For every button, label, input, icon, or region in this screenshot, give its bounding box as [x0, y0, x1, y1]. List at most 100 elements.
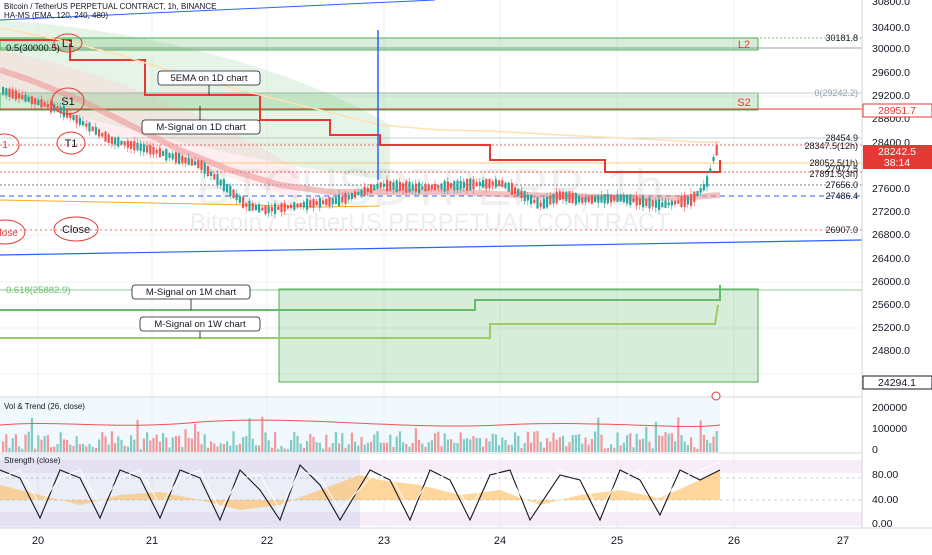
- candle-body: [501, 180, 504, 187]
- level-label-group: 30181.8 0(29242.2) 28454.9 28347.5(12h) …: [804, 33, 858, 235]
- candle-body: [229, 185, 232, 197]
- volume-bar: [459, 432, 462, 452]
- candle-body: [24, 94, 27, 102]
- volume-bar: [632, 447, 635, 452]
- candle-body: [184, 157, 187, 164]
- circle-label-s1: S1: [61, 96, 74, 108]
- price-tick: 30400.0: [872, 22, 910, 34]
- price-tag-28951: 28951.7: [862, 103, 932, 118]
- volume-bar: [133, 439, 136, 452]
- callout-ema-5-1d[interactable]: 5EMA on 1D chart: [157, 70, 261, 95]
- candle-body: [664, 200, 667, 208]
- volume-bar: [501, 437, 504, 452]
- candle-body: [293, 202, 296, 210]
- alert-icon[interactable]: [711, 391, 721, 401]
- candle-body: [376, 183, 379, 189]
- candle-body: [146, 145, 149, 153]
- price-tick: 29600.0: [872, 67, 910, 79]
- volume-bar: [62, 439, 65, 452]
- candle-body: [398, 181, 401, 191]
- volume-bar: [347, 444, 350, 452]
- callout-text: M-Signal on 1W chart: [154, 319, 246, 330]
- channel-top: [0, 0, 436, 21]
- volume-bar: [98, 439, 101, 452]
- candle-body: [18, 93, 21, 99]
- candle-body: [88, 122, 91, 132]
- candle-body: [578, 196, 581, 203]
- candle-body: [702, 184, 705, 191]
- candle-body: [158, 148, 161, 158]
- level-label: 28454.9: [825, 133, 858, 143]
- candlestick-series: [2, 86, 718, 219]
- candle-body: [379, 182, 382, 188]
- candle-body: [411, 184, 414, 191]
- volume-bar: [696, 448, 699, 452]
- time-label: 27: [837, 535, 849, 547]
- volume-bar: [574, 434, 577, 452]
- volume-bar: [261, 416, 264, 452]
- candle-body: [424, 184, 427, 192]
- volume-bar: [581, 443, 584, 452]
- candle-body: [594, 196, 597, 203]
- candle-body: [706, 176, 709, 187]
- volume-bar: [146, 432, 149, 452]
- indicator-label[interactable]: HA-MS (EMA, 120, 240, 480): [4, 11, 108, 20]
- candle-body: [267, 206, 270, 214]
- candle-body: [686, 196, 689, 205]
- strength-pane[interactable]: Strength (close): [0, 454, 862, 528]
- volume-bar: [370, 441, 373, 452]
- candle-body: [21, 95, 24, 100]
- candle-body: [226, 184, 229, 193]
- callout-msignal-1w[interactable]: M-Signal on 1W chart: [139, 316, 261, 338]
- strength-tick: 40.00: [872, 494, 898, 506]
- candle-body: [546, 196, 549, 208]
- candle-body: [661, 202, 664, 208]
- volume-bar: [187, 437, 190, 452]
- strength-tick: 0.00: [872, 518, 893, 530]
- candle-body: [344, 192, 347, 204]
- vol-panel-title: Vol & Trend (26, close): [4, 402, 85, 411]
- candle-body: [219, 179, 222, 186]
- volume-bar: [667, 433, 670, 452]
- price-tick: 26800.0: [872, 229, 910, 241]
- level-label: 27977.5: [825, 164, 858, 174]
- volume-bar: [699, 420, 702, 452]
- candle-body: [645, 198, 648, 206]
- candle-body: [674, 200, 677, 205]
- volume-bar: [66, 439, 69, 452]
- volume-bar: [101, 432, 104, 452]
- time-label: 24: [494, 535, 506, 547]
- candle-body: [683, 195, 686, 207]
- candle-body: [715, 144, 718, 156]
- candle-body: [328, 196, 331, 207]
- candle-body: [366, 187, 369, 193]
- callout-msignal-1d[interactable]: M-Signal on 1D chart: [141, 106, 261, 135]
- volume-bar: [555, 439, 558, 452]
- candle-body: [270, 206, 273, 212]
- volume-bar: [302, 447, 305, 452]
- volume-bar: [376, 431, 379, 452]
- price-axis[interactable]: [862, 0, 932, 528]
- candle-body: [482, 180, 485, 188]
- candle-body: [421, 186, 424, 190]
- vol-trend-pane[interactable]: Vol & Trend (26, close): [0, 391, 721, 452]
- volume-bar: [443, 433, 446, 452]
- strength-panel-title: Strength (close): [4, 456, 61, 465]
- callout-msignal-1m[interactable]: M-Signal on 1M chart: [131, 284, 251, 310]
- candle-body: [536, 197, 539, 209]
- candle-body: [200, 160, 203, 171]
- ema-5-1d-line: [0, 39, 721, 173]
- volume-bar: [437, 431, 440, 452]
- candle-body: [107, 134, 110, 143]
- price-tick: 24800.0: [872, 345, 910, 357]
- candle-body: [274, 203, 277, 215]
- volume-bar: [206, 447, 209, 452]
- candle-body: [712, 156, 715, 162]
- candle-body: [254, 204, 257, 211]
- candle-body: [178, 152, 181, 164]
- time-axis[interactable]: [0, 528, 932, 550]
- candle-body: [606, 194, 609, 204]
- price-tick: 30000.0: [872, 43, 910, 55]
- volume-bar: [398, 431, 401, 452]
